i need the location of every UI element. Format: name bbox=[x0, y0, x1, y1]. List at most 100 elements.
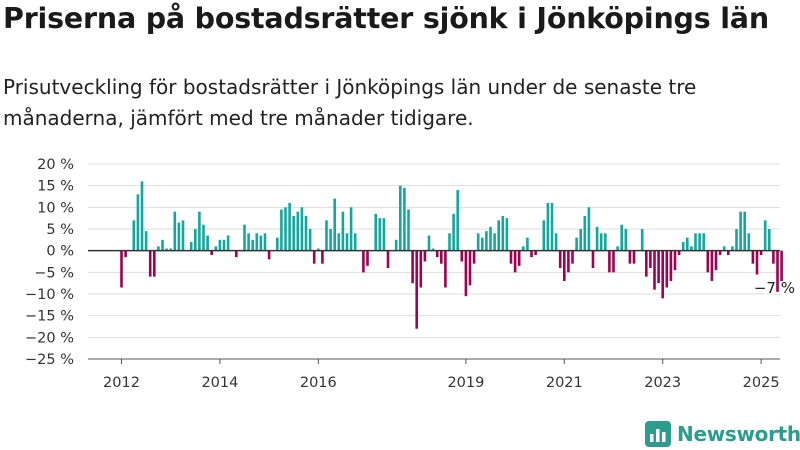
bar bbox=[194, 229, 197, 251]
bar bbox=[292, 216, 295, 251]
bar bbox=[259, 235, 263, 251]
bar bbox=[177, 222, 181, 251]
bar bbox=[727, 250, 730, 255]
y-tick-label: −20 % bbox=[25, 330, 74, 346]
bar bbox=[739, 211, 742, 251]
bar bbox=[288, 203, 291, 251]
bar bbox=[317, 248, 320, 251]
bar bbox=[173, 211, 177, 251]
bar bbox=[464, 250, 468, 297]
bar bbox=[665, 250, 669, 288]
bar bbox=[435, 250, 439, 258]
bar bbox=[153, 250, 156, 277]
bar bbox=[386, 250, 390, 268]
bar bbox=[661, 250, 664, 299]
bar bbox=[136, 194, 140, 251]
bar bbox=[485, 231, 488, 251]
bar bbox=[157, 246, 160, 251]
bar bbox=[649, 250, 652, 268]
bar bbox=[198, 211, 201, 251]
bar bbox=[423, 250, 427, 262]
bar bbox=[333, 198, 336, 251]
bar bbox=[558, 250, 562, 268]
bar bbox=[608, 250, 611, 273]
bar bbox=[325, 220, 328, 251]
latest-value-annotation: −7 % bbox=[754, 279, 795, 297]
bar bbox=[509, 250, 513, 264]
bar bbox=[394, 239, 398, 251]
bar bbox=[476, 233, 480, 251]
bar bbox=[579, 229, 582, 251]
bar bbox=[534, 250, 537, 255]
bar bbox=[628, 250, 632, 264]
bar bbox=[776, 250, 779, 292]
bar bbox=[210, 250, 213, 255]
bar bbox=[407, 209, 410, 251]
bar bbox=[308, 229, 312, 251]
bar bbox=[583, 216, 587, 251]
bar bbox=[575, 237, 578, 251]
bar bbox=[657, 250, 660, 284]
axis-labels: 20 % 15 % 10 % 5 % 0 % −5 % −10 % −15 % −20 % −25… bbox=[25, 157, 795, 391]
x-tick-label: 2025 bbox=[743, 375, 780, 391]
bar bbox=[189, 242, 193, 251]
bar bbox=[120, 250, 123, 288]
bar bbox=[165, 248, 168, 251]
bar bbox=[382, 218, 386, 251]
bar bbox=[148, 250, 152, 277]
x-tick-label: 2012 bbox=[103, 375, 140, 391]
bar bbox=[747, 233, 751, 251]
bar bbox=[448, 233, 451, 251]
chart-subtitle: Prisutveckling för bostadsrätter i Jönkö… bbox=[3, 75, 697, 130]
bar bbox=[140, 181, 144, 251]
bar bbox=[481, 237, 484, 251]
bar bbox=[567, 250, 570, 273]
y-tick-label: −10 % bbox=[25, 287, 74, 303]
bar bbox=[616, 246, 619, 251]
bar bbox=[243, 224, 246, 251]
bar bbox=[366, 250, 369, 266]
bar bbox=[599, 233, 603, 251]
bar bbox=[759, 250, 763, 255]
x-tick-label: 2021 bbox=[546, 375, 583, 391]
bar bbox=[181, 220, 185, 251]
bar bbox=[698, 233, 701, 251]
bar bbox=[751, 250, 755, 264]
bar bbox=[669, 250, 673, 281]
bar bbox=[546, 203, 550, 251]
bar bbox=[161, 239, 164, 251]
bar bbox=[493, 233, 496, 251]
x-tick-label: 2014 bbox=[201, 375, 238, 391]
bar bbox=[571, 250, 574, 264]
bars bbox=[120, 181, 783, 329]
bar bbox=[431, 248, 435, 251]
bar bbox=[349, 207, 353, 251]
bar bbox=[632, 250, 636, 264]
y-tick-label: 20 % bbox=[37, 157, 74, 173]
bar bbox=[501, 216, 505, 251]
bar bbox=[255, 233, 259, 251]
bar bbox=[587, 207, 591, 251]
bar bbox=[452, 213, 455, 251]
bar bbox=[686, 237, 689, 251]
bar bbox=[706, 250, 710, 273]
bar bbox=[468, 250, 472, 286]
bar bbox=[714, 250, 718, 271]
bar bbox=[284, 207, 287, 251]
bar bbox=[624, 229, 628, 251]
bar bbox=[673, 250, 677, 271]
brand-logo[interactable]: Newsworthy bbox=[645, 420, 800, 448]
bar bbox=[296, 211, 300, 251]
bar bbox=[353, 233, 357, 251]
bar bbox=[550, 203, 554, 251]
x-tick-label: 2023 bbox=[644, 375, 681, 391]
bar bbox=[517, 250, 521, 266]
bar bbox=[415, 250, 418, 329]
bar bbox=[780, 250, 783, 281]
bar bbox=[530, 250, 533, 258]
bar bbox=[653, 250, 656, 290]
bar bbox=[411, 250, 414, 284]
bar bbox=[280, 209, 283, 251]
bar bbox=[321, 250, 324, 264]
bar bbox=[702, 233, 705, 251]
